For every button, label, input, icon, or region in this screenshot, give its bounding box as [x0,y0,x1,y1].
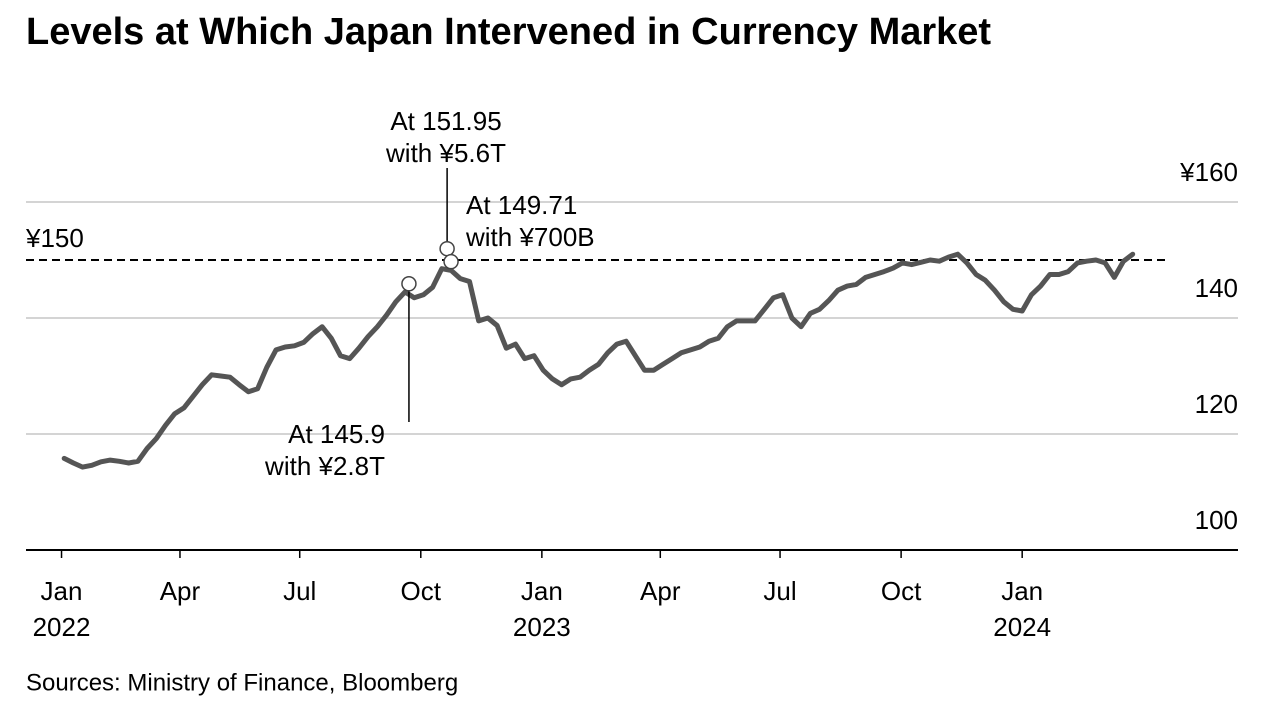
x-tick-label: Oct [400,576,442,606]
x-tick-label: Jan 2024 [993,576,1052,642]
intervention-marker [439,240,455,257]
x-tick-label: Apr [159,576,201,606]
intervention-marker [443,253,459,270]
x-tick-label: Jul [283,576,317,606]
x-tick-label: Jul [763,576,797,606]
source-note: Sources: Ministry of Finance, Bloomberg [26,669,458,696]
annotation: At 151.95 with ¥5.6T [386,106,506,168]
intervention-marker [401,276,417,292]
reference-label: ¥150 [25,223,84,253]
annotation: At 149.71 with ¥700B [466,190,595,252]
x-tick-label: Jan 2023 [512,576,571,642]
y-tick-label: 140 [1195,273,1238,303]
x-tick-label: Apr [640,576,681,606]
y-tick-label: 120 [1195,389,1238,419]
x-tick-label: Jan 2022 [32,576,91,642]
y-tick-label: ¥160 [1179,157,1238,187]
chart-title: Levels at Which Japan Intervened in Curr… [26,11,991,53]
annotation: At 145.9 with ¥2.8T [265,419,385,481]
price-line [61,251,1136,470]
y-tick-label: 100 [1195,505,1238,535]
x-tick-label: Oct [880,576,922,606]
